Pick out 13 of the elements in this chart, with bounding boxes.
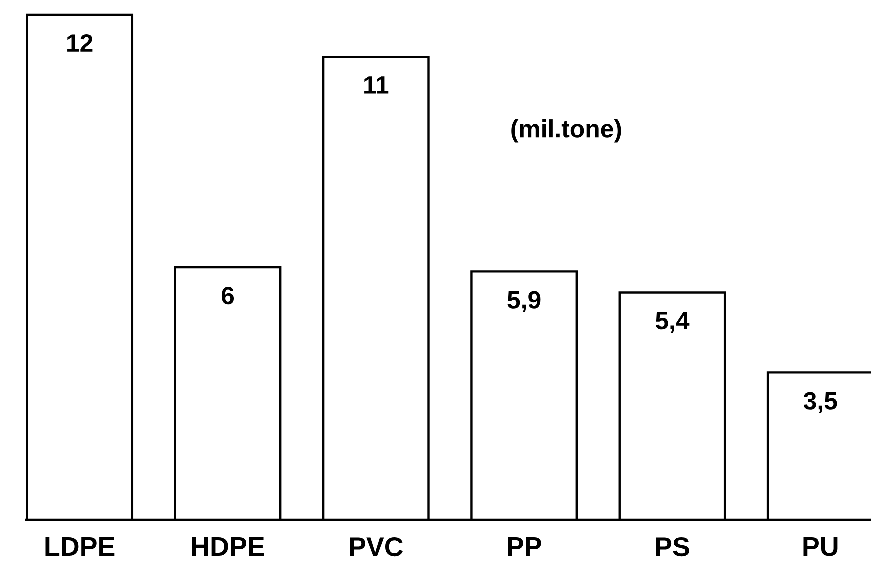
- data-label: 5,9: [508, 291, 541, 312]
- x-tick-label: HDPE: [192, 538, 264, 556]
- x-tick-label: LDPE: [46, 538, 115, 556]
- data-label: 12: [68, 34, 93, 52]
- x-tick-label: PU: [804, 538, 838, 556]
- annotation: (mil.tone): [512, 120, 622, 143]
- x-tick-label: PS: [656, 538, 690, 557]
- data-label: 6: [222, 287, 234, 305]
- x-tick-label: PVC: [350, 538, 404, 557]
- data-label: 3,5: [804, 392, 838, 414]
- data-label: 11: [364, 76, 389, 94]
- data-label: 5,4: [656, 312, 690, 334]
- x-tick-label: PP: [508, 538, 542, 556]
